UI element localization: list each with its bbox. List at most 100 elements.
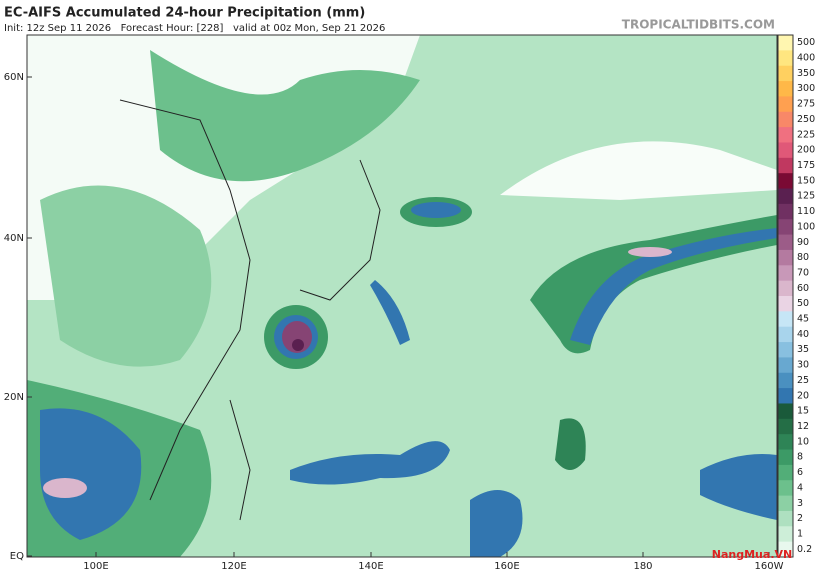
colorbar-swatch [778,157,793,174]
brand: TROPICALTIDBITS.COM [622,18,775,32]
colorbar-label: 350 [797,68,815,79]
colorbar-label: 70 [797,267,809,278]
rain-region [570,228,777,345]
colorbar-label: 275 [797,99,815,110]
lat-label: 20N [4,392,24,403]
rain-region [370,280,410,345]
colorbar-label: 0.2 [797,544,812,555]
colorbar-label: 100 [797,221,815,232]
colorbar-label: 20 [797,390,809,401]
colorbar-swatch [778,127,793,143]
colorbar-swatch [778,311,793,328]
colorbar-label: 4 [797,482,803,493]
colorbar-label: 400 [797,53,815,64]
colorbar-label: 80 [797,252,809,263]
lon-label: 120E [221,561,246,572]
rain-region [700,454,777,520]
colorbar-label: 300 [797,83,815,94]
rain-region [555,418,586,470]
rain-region [43,478,87,498]
colorbar-swatch [778,203,793,220]
colorbar-label: 250 [797,114,815,125]
colorbar-label: 60 [797,283,809,294]
colorbar-label: 175 [797,160,815,171]
colorbar-label: 500 [797,37,815,48]
colorbar-label: 90 [797,237,809,248]
colorbar-label: 3 [797,498,803,509]
colorbar-swatch [778,96,793,113]
axes: 60N 40N 20N EQ 100E 120E 140E 160E 180 160W [4,72,784,572]
colorbar-swatch [778,480,793,497]
colorbar-label: 2 [797,513,803,524]
colorbar-swatch [778,35,793,51]
colorbar-label: 45 [797,314,809,325]
rain-region [628,247,672,257]
colorbar-swatch [778,326,793,343]
colorbar-swatch [778,464,793,481]
lon-label: 100E [83,561,108,572]
colorbar-swatch [778,111,793,128]
colorbar-swatch [778,541,793,558]
colorbar-swatch [778,403,793,420]
colorbar-label: 200 [797,145,815,156]
colorbar-swatch [778,296,793,312]
colorbar-swatch [778,449,793,466]
colorbar-label: 150 [797,175,815,186]
lat-label: 40N [4,233,24,244]
colorbar-label: 30 [797,360,809,371]
rain-region [40,185,212,367]
map [26,34,778,558]
colorbar-swatch [778,342,793,358]
colorbar-label: 8 [797,452,803,463]
lon-label: 160W [755,561,784,572]
typhoon [282,321,312,353]
colorbar-swatch [778,510,793,527]
rain-region [40,408,142,540]
rain-region [470,490,523,557]
colorbar-label: 125 [797,191,815,202]
coastline [119,99,381,521]
colorbar-swatch [778,81,793,97]
rain-region [411,202,461,218]
typhoon [292,339,304,351]
title: EC-AIFS Accumulated 24-hour Precipitatio… [4,6,365,21]
colorbar-swatch [778,418,793,435]
colorbar-label: 15 [797,406,809,417]
colorbar: 5004003503002752502252001751501251101009… [777,34,815,558]
colorbar-swatch [778,234,793,251]
watermark: NangMua.VN [712,548,792,561]
colorbar-swatch [778,249,793,266]
lat-label: 60N [4,72,24,83]
colorbar-label: 1 [797,528,803,539]
colorbar-label: 225 [797,129,815,140]
colorbar-swatch [778,219,793,236]
colorbar-swatch [778,142,793,159]
colorbar-swatch [778,65,793,82]
colorbar-swatch [778,50,793,67]
colorbar-label: 40 [797,329,809,340]
colorbar-label: 25 [797,375,809,386]
colorbar-swatch [778,495,793,512]
rain-region [290,441,450,485]
colorbar-label: 35 [797,344,809,355]
colorbar-frame [777,34,794,558]
dry-region [500,141,777,200]
colorbar-swatch [778,434,793,451]
colorbar-swatch [778,173,793,190]
lat-label: EQ [10,551,24,562]
colorbar-label: 110 [797,206,815,217]
colorbar-label: 12 [797,421,809,432]
rain-region [150,50,420,182]
colorbar-label: 6 [797,467,803,478]
colorbar-swatch [778,265,793,282]
colorbar-swatch [778,372,793,389]
colorbar-swatch [778,388,793,404]
map-frame [26,34,778,558]
lon-label: 160E [494,561,519,572]
colorbar-swatch [778,526,793,543]
lon-label: 180 [633,561,652,572]
colorbar-label: 10 [797,436,809,447]
colorbar-label: 50 [797,298,809,309]
subtitle: Init: 12z Sep 11 2026 Forecast Hour: [22… [4,23,385,34]
